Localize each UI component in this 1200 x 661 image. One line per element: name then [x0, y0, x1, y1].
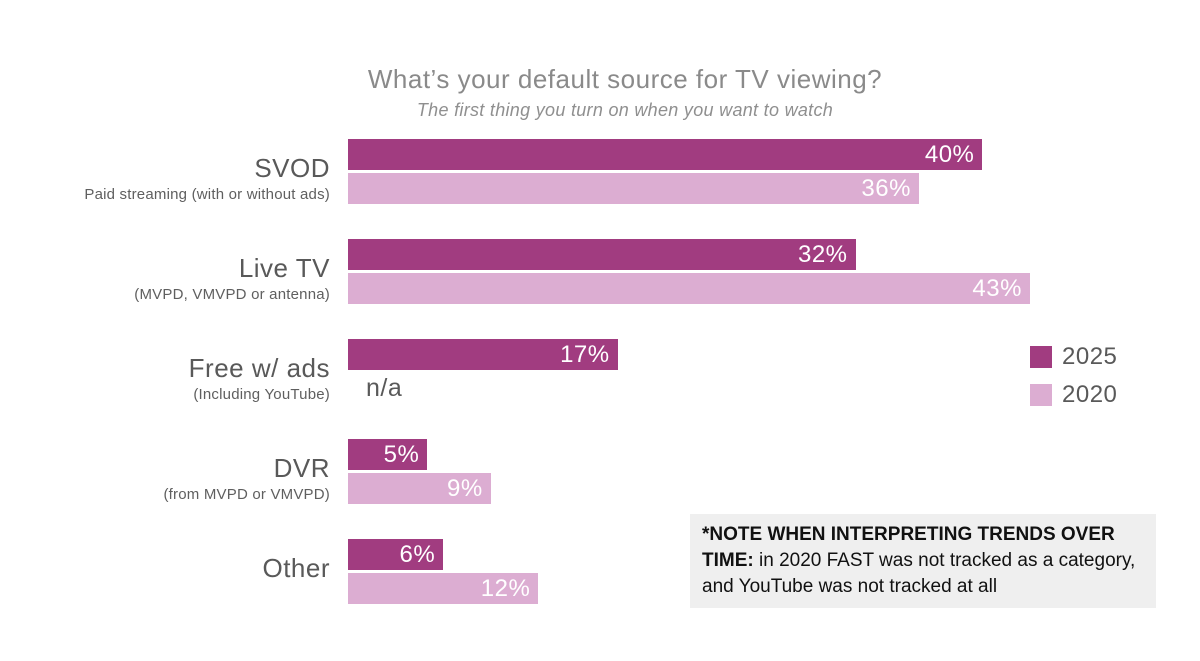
category-labels-free-w-ads: Free w/ ads (Including YouTube) [0, 339, 330, 403]
bars-free-w-ads: 17% n/a [348, 339, 1141, 407]
bar-row-2025-other: 6% [348, 539, 1141, 570]
bar-row-2020-other: 12% [348, 573, 1141, 604]
bar-2020-svod: 36% [348, 173, 919, 204]
bar-row-2020-svod: 36% [348, 173, 1141, 204]
bar-2025-live-tv: 32% [348, 239, 856, 270]
bar-2020-other: 12% [348, 573, 539, 604]
bar-value-label: 9% [447, 475, 483, 502]
bars-live-tv: 32% 43% [348, 239, 1141, 307]
category-sublabel: (from MVPD or VMVPD) [163, 485, 330, 503]
chart-plot-area: SVOD Paid streaming (with or without ads)… [0, 139, 1141, 639]
bar-2025-other: 6% [348, 539, 444, 570]
category-label: Live TV [238, 253, 330, 283]
category-label: SVOD [254, 153, 330, 183]
category-labels-other: Other [0, 539, 330, 583]
bar-value-label: 40% [924, 141, 975, 168]
category-labels-live-tv: Live TV (MVPD, VMVPD or antenna) [0, 239, 330, 303]
category-label: DVR [273, 453, 330, 483]
legend-swatch-2025 [1030, 346, 1052, 368]
bars-dvr: 5% 9% [348, 439, 1141, 507]
legend-item-2025: 2025 [1030, 343, 1117, 371]
category-group-live-tv: Live TV (MVPD, VMVPD or antenna) 32% 43% [0, 239, 1141, 307]
bars-svod: 40% 36% [348, 139, 1141, 207]
category-group-dvr: DVR (from MVPD or VMVPD) 5% 9% [0, 439, 1141, 507]
category-group-other: Other 6% 12% [0, 539, 1141, 607]
legend-label-2025: 2025 [1062, 343, 1118, 370]
legend-swatch-2020 [1030, 384, 1052, 406]
bar-row-2025-live-tv: 32% [348, 239, 1141, 270]
bar-value-label: 36% [861, 175, 911, 202]
note-box: *NOTE WHEN INTERPRETING TRENDS OVER TIME… [690, 514, 1156, 608]
bar-value-label: 32% [797, 241, 848, 268]
chart-title: What’s your default source for TV viewin… [367, 64, 883, 94]
category-group-free-w-ads: Free w/ ads (Including YouTube) 17% n/a [0, 339, 1141, 407]
bar-2025-free-w-ads: 17% [348, 339, 618, 370]
category-labels-dvr: DVR (from MVPD or VMVPD) [0, 439, 330, 503]
bars-other: 6% 12% [348, 539, 1141, 607]
category-labels-svod: SVOD Paid streaming (with or without ads) [0, 139, 330, 203]
chart-legend: 2025 2020 [1030, 343, 1117, 419]
bar-row-2025-svod: 40% [348, 139, 1141, 170]
bar-row-2025-dvr: 5% [348, 439, 1141, 470]
category-sublabel: (MVPD, VMVPD or antenna) [134, 285, 330, 303]
bar-row-2025-free-w-ads: 17% [348, 339, 1141, 370]
note-bold-text: *NOTE WHEN INTERPRETING TRENDS OVER TIME… [702, 524, 1115, 571]
bar-row-2020-dvr: 9% [348, 473, 1141, 504]
category-label: Free w/ ads [188, 353, 330, 383]
category-group-svod: SVOD Paid streaming (with or without ads)… [0, 139, 1141, 207]
category-sublabel: (Including YouTube) [193, 385, 330, 403]
chart-subtitle: The first thing you turn on when you wan… [416, 100, 834, 120]
title-block: What’s your default source for TV viewin… [50, 64, 1200, 121]
legend-item-2020: 2020 [1030, 381, 1117, 409]
bar-value-label: 5% [383, 441, 420, 468]
bar-value-label: 12% [480, 575, 531, 602]
bar-2020-live-tv: 43% [348, 273, 1030, 304]
bar-row-2020-live-tv: 43% [348, 273, 1141, 304]
bar-value-label: 6% [399, 541, 436, 568]
bar-2025-svod: 40% [348, 139, 983, 170]
bar-2025-dvr: 5% [348, 439, 428, 470]
bar-value-label: 43% [972, 275, 1022, 302]
bar-value-label: 17% [560, 341, 610, 368]
bar-2020-dvr: 9% [348, 473, 491, 504]
legend-label-2020: 2020 [1062, 381, 1118, 408]
na-label: n/a [366, 374, 403, 402]
note-text: in 2020 FAST was not tracked as a catego… [702, 550, 1136, 597]
category-label: Other [262, 553, 330, 583]
bar-row-2020-free-w-ads: n/a [348, 373, 1141, 404]
category-sublabel: Paid streaming (with or without ads) [84, 185, 330, 203]
